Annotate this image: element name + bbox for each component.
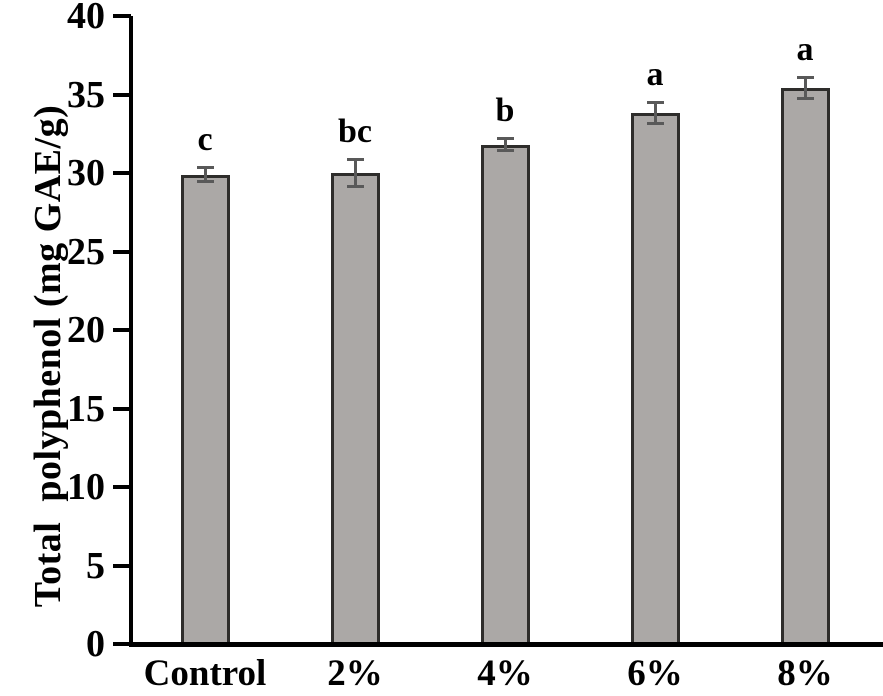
y-axis-tick [113,171,131,175]
significance-letter: a [646,56,664,94]
error-bar [503,138,507,151]
error-bar [353,158,357,188]
y-axis-line [129,16,133,646]
y-tick-label: 20 [67,309,105,351]
error-cap-bottom [796,97,814,101]
y-tick-label: 5 [86,544,105,587]
bar [180,174,230,646]
x-tick-label: 4% [477,653,533,694]
error-cap-top [496,137,514,141]
significance-letter: b [495,92,515,130]
y-tick-label: 40 [67,0,105,37]
y-axis-tick [113,485,131,489]
significance-letter: bc [338,112,372,150]
x-axis-line [129,642,883,647]
x-tick-label: 2% [327,653,383,694]
y-axis-tick [113,249,131,254]
y-tick-label: 30 [67,152,105,194]
bar [480,144,530,646]
error-cap-bottom [646,122,664,126]
error-cap-top [796,76,814,80]
significance-letter: c [197,120,213,158]
significance-letter: a [796,31,814,69]
error-cap-bottom [346,185,364,189]
y-tick-label: 15 [67,387,105,430]
y-tick-label: 0 [86,623,105,665]
y-axis-tick [113,563,131,568]
error-cap-bottom [496,149,514,153]
x-tick-label: 8% [777,653,833,694]
error-cap-top [646,101,664,105]
error-cap-top [196,165,214,169]
bar [780,88,830,646]
y-tick-label: 35 [67,73,105,116]
error-bar [803,77,807,100]
x-tick-label: Control [143,653,267,694]
y-axis-tick [113,406,131,411]
error-cap-top [346,157,364,161]
error-cap-bottom [196,180,214,184]
error-bar [203,166,207,183]
bar [630,113,680,646]
y-tick-label: 25 [67,230,105,273]
x-tick-label: 6% [627,653,683,694]
y-axis-tick [113,92,131,97]
y-axis-tick [113,14,131,18]
bar [330,173,380,646]
y-tick-label: 10 [67,466,105,508]
y-axis-tick [113,328,131,332]
error-bar [653,102,657,125]
y-axis-tick [113,642,131,646]
